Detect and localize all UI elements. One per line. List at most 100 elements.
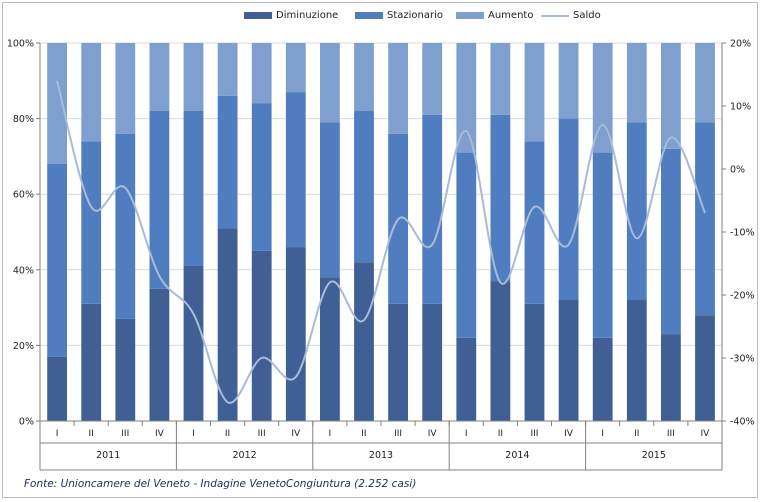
bar-diminuzione xyxy=(558,300,579,421)
x-tick-label: I xyxy=(465,429,468,439)
legend-label-diminuzione: Diminuzione xyxy=(276,10,339,21)
bar-diminuzione xyxy=(183,266,204,421)
year-label: 2012 xyxy=(233,450,257,461)
bar-aumento xyxy=(422,43,443,115)
y-tick-label: 60% xyxy=(13,190,34,201)
bar-aumento xyxy=(251,43,272,104)
bar-diminuzione xyxy=(524,303,545,421)
x-tick-label: I xyxy=(56,429,59,439)
x-tick-label: III xyxy=(258,429,266,439)
y-tick-label: 20% xyxy=(13,341,34,352)
bar-stazionario xyxy=(217,95,238,229)
year-label: 2011 xyxy=(96,450,120,461)
bar-aumento xyxy=(388,43,408,134)
x-tick-label: I xyxy=(192,429,195,439)
y-tick-label: 40% xyxy=(13,265,34,276)
bar-stazionario xyxy=(115,133,136,319)
x-tick-label: I xyxy=(601,429,604,439)
bar-stazionario xyxy=(456,152,477,338)
bar-diminuzione xyxy=(661,334,681,421)
x-tick-label: III xyxy=(530,429,538,439)
y-axis-right-ticks: -40% -30% -20% -10% 0% 10% 20% xyxy=(722,39,755,428)
x-tick-label: IV xyxy=(155,429,165,439)
x-tick-label: IV xyxy=(291,429,301,439)
year-label: 2013 xyxy=(369,450,393,461)
y2-tick-label: 10% xyxy=(730,102,751,113)
year-label: 2015 xyxy=(642,450,666,461)
bar-aumento xyxy=(149,43,170,111)
bar-aumento xyxy=(695,43,715,123)
bar-diminuzione xyxy=(149,288,170,421)
bar-diminuzione xyxy=(626,300,647,421)
bar-diminuzione xyxy=(422,303,443,421)
y2-tick-label: 20% xyxy=(730,39,751,50)
bar-diminuzione xyxy=(115,318,136,421)
x-tick-label: II xyxy=(634,429,639,439)
bar-diminuzione xyxy=(388,303,408,421)
x-tick-label: II xyxy=(88,429,93,439)
x-tick-label: IV xyxy=(564,429,574,439)
bar-diminuzione xyxy=(320,277,340,421)
x-tick-label: III xyxy=(394,429,402,439)
bar-diminuzione xyxy=(456,337,477,421)
bar-stazionario xyxy=(320,122,340,278)
bar-diminuzione xyxy=(354,262,374,421)
bars xyxy=(47,43,715,421)
bar-diminuzione xyxy=(490,281,511,421)
bar-diminuzione xyxy=(217,228,238,421)
bar-aumento xyxy=(456,43,477,153)
x-tick-label: II xyxy=(225,429,230,439)
legend-label-aumento: Aumento xyxy=(488,10,534,21)
legend-item-diminuzione: Diminuzione xyxy=(244,10,338,21)
bar-stazionario xyxy=(524,141,545,304)
bar-aumento xyxy=(592,43,613,153)
legend-swatch-stazionario xyxy=(355,12,383,19)
y2-tick-label: -30% xyxy=(730,354,755,365)
legend-swatch-diminuzione xyxy=(244,12,272,19)
legend-item-saldo: Saldo xyxy=(541,10,601,21)
bar-diminuzione xyxy=(251,250,272,421)
y-axis-left-ticks: 0% 20% 40% 60% 80% 100% xyxy=(7,39,40,428)
year-label: 2014 xyxy=(505,450,529,461)
bar-stazionario xyxy=(490,114,511,282)
bar-stazionario xyxy=(183,111,204,266)
bar-aumento xyxy=(285,43,306,93)
bar-aumento xyxy=(626,43,647,123)
bar-stazionario xyxy=(592,152,613,338)
bar-diminuzione xyxy=(81,303,102,421)
y2-tick-label: -10% xyxy=(730,228,755,239)
bar-stazionario xyxy=(422,114,443,304)
legend-label-saldo: Saldo xyxy=(573,10,601,21)
bar-aumento xyxy=(81,43,102,142)
bar-stazionario xyxy=(661,148,681,334)
bar-aumento xyxy=(558,43,579,119)
x-tick-label: II xyxy=(498,429,503,439)
y-tick-label: 100% xyxy=(7,39,34,50)
bar-stazionario xyxy=(47,164,67,357)
bar-diminuzione xyxy=(47,356,67,421)
bar-stazionario xyxy=(285,92,306,248)
x-tick-label: II xyxy=(361,429,366,439)
bar-aumento xyxy=(183,43,204,111)
chart-legend: Diminuzione Stazionario Aumento Saldo xyxy=(0,10,762,26)
legend-item-aumento: Aumento xyxy=(456,10,533,21)
bar-aumento xyxy=(47,43,67,164)
bar-aumento xyxy=(115,43,136,134)
x-axis-labels: I II III IV I II III IV I II III IV I II III IV I II III IV xyxy=(39,421,723,439)
bar-aumento xyxy=(320,43,340,123)
bar-aumento xyxy=(490,43,511,115)
x-tick-label: IV xyxy=(701,429,711,439)
bar-diminuzione xyxy=(592,337,613,421)
series-line-saldo xyxy=(56,80,706,404)
bar-aumento xyxy=(524,43,545,142)
y2-tick-label: -40% xyxy=(730,417,755,428)
bar-aumento xyxy=(217,43,238,96)
legend-label-stazionario: Stazionario xyxy=(387,10,444,21)
legend-item-stazionario: Stazionario xyxy=(355,10,443,21)
x-tick-label: IV xyxy=(428,429,438,439)
bar-aumento xyxy=(354,43,374,111)
y-tick-label: 0% xyxy=(19,417,34,428)
bar-stazionario xyxy=(354,111,374,263)
x-tick-label: III xyxy=(667,429,675,439)
